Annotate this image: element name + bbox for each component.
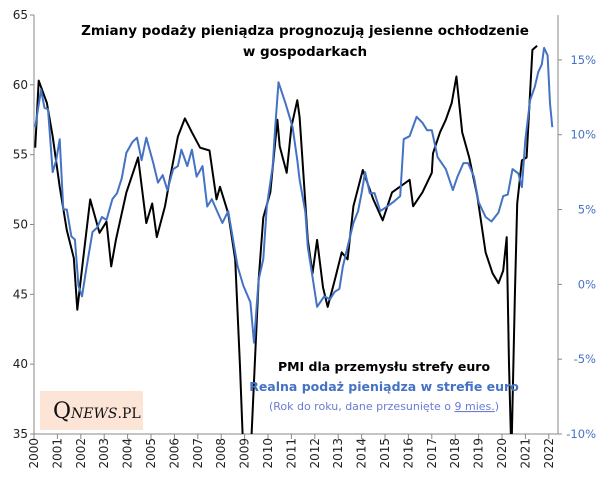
legend-note-prefix: (Rok do roku, dane przesunięte o — [269, 400, 455, 413]
right-tick-label: 0% — [578, 277, 596, 291]
right-tick-label: -10% — [566, 427, 596, 441]
x-tick-label: 2006 — [167, 438, 181, 469]
legend-note-link[interactable]: 9 mies. — [455, 400, 495, 413]
right-tick-label: 15% — [570, 53, 596, 67]
right-axis: -10% -5% 0% 5% 10% 15% — [557, 15, 596, 441]
x-tick-label: 2000 — [27, 438, 41, 469]
left-tick-label: 60 — [13, 78, 28, 92]
x-tick-label: 2010 — [261, 438, 275, 469]
left-tick-label: 55 — [13, 148, 28, 162]
right-tick-label: 10% — [570, 128, 596, 142]
legend-money-supply: Realna podaż pieniądza w strefie euro — [249, 379, 519, 394]
logo-background — [40, 391, 143, 430]
x-tick-label: 2009 — [238, 438, 252, 469]
legend-pmi: PMI dla przemysłu strefy euro — [278, 359, 491, 374]
x-tick-label: 2015 — [378, 438, 392, 469]
left-tick-label: 45 — [13, 287, 28, 301]
series-group — [34, 44, 554, 434]
chart-title-line2: w gospodarkach — [243, 44, 367, 60]
left-tick-label: 40 — [13, 357, 28, 371]
x-tick-label: 2007 — [191, 438, 205, 469]
x-tick-label: 2002 — [74, 438, 88, 469]
x-tick-label: 2017 — [425, 438, 439, 469]
x-tick-label: 2019 — [472, 438, 486, 469]
qnews-logo: QNEWS.PL — [40, 391, 143, 430]
left-tick-label: 50 — [13, 218, 28, 232]
x-tick-label: 2004 — [121, 438, 135, 469]
logo-text: QNEWS.PL — [53, 399, 141, 424]
x-tick-label: 2005 — [144, 438, 158, 469]
chart-title-line1: Zmiany podaży pieniądza prognozują jesie… — [81, 23, 529, 39]
x-tick-label: 2013 — [331, 438, 345, 469]
legend-note: (Rok do roku, dane przesunięte o 9 mies.… — [269, 400, 499, 413]
x-tick-label: 2001 — [50, 438, 64, 469]
x-tick-label: 2021 — [518, 438, 532, 469]
right-tick-label: 5% — [578, 203, 596, 217]
x-tick-label: 2020 — [495, 438, 509, 469]
left-tick-label: 35 — [13, 427, 28, 441]
x-tick-label: 2012 — [308, 438, 322, 469]
x-tick-label: 2008 — [214, 438, 228, 469]
x-axis: 2000 2001 2002 2003 2004 2005 2006 2007 2008 2009… — [27, 433, 558, 469]
x-tick-label: 2014 — [355, 438, 369, 469]
right-tick-label: -5% — [574, 352, 596, 366]
left-axis: 35 40 45 50 55 60 65 — [13, 8, 35, 441]
money-supply-line — [34, 46, 554, 344]
x-tick-label: 2003 — [97, 438, 111, 469]
x-tick-label: 2022 — [542, 438, 556, 469]
x-tick-label: 2011 — [284, 438, 298, 469]
x-tick-label: 2016 — [401, 438, 415, 469]
left-tick-label: 65 — [13, 8, 28, 22]
x-tick-label: 2018 — [448, 438, 462, 469]
legend-note-suffix: ) — [495, 400, 499, 413]
